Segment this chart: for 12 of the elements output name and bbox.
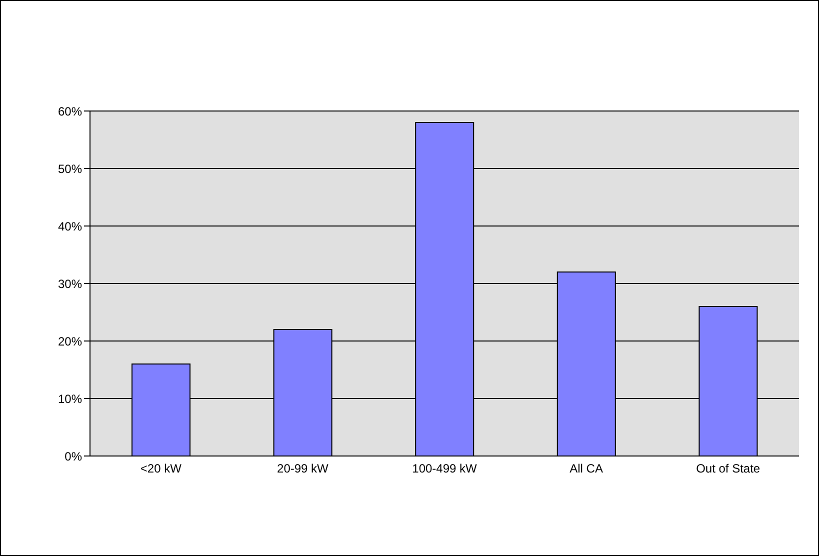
y-tick-label: 50%: [58, 162, 82, 176]
y-tick-label: 10%: [58, 392, 82, 406]
x-tick-label: All CA: [570, 462, 603, 476]
x-tick-label: 20-99 kW: [277, 462, 330, 476]
x-tick-label: 100-499 kW: [412, 462, 478, 476]
y-tick-label: 30%: [58, 276, 82, 291]
y-tick-label: 60%: [58, 104, 82, 118]
y-tick-label: 40%: [58, 219, 82, 234]
x-tick-label: Out of State: [696, 462, 760, 476]
y-tick-label: 20%: [58, 334, 82, 348]
x-tick-label: <20 kW: [140, 462, 182, 476]
y-tick-label: 0%: [64, 449, 82, 464]
